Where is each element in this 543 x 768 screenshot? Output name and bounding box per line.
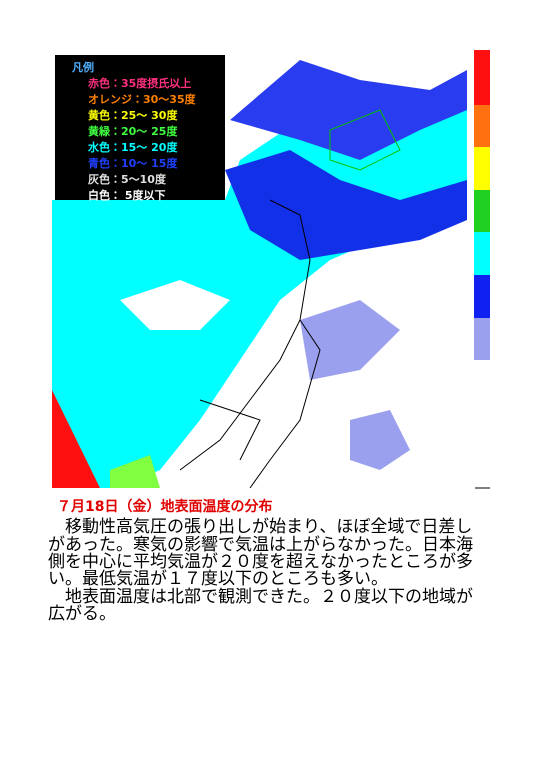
legend: 凡例 赤色：35度摂氏以上 オレンジ：30～35度 黄色：25～ 30度 黄緑：… <box>72 60 197 202</box>
legend-item: 赤色：35度摂氏以上 <box>87 76 191 90</box>
legend-title: 凡例 <box>72 60 94 74</box>
text-line: 移動性高気圧の張り出しが始まり、ほぼ全域で日差し <box>48 517 472 537</box>
text-line: 地表面温度は北部で観測できた。２０度以下の地域が <box>48 587 473 607</box>
text-line: い。最低気温が１７度以下のところも多い。 <box>48 569 388 589</box>
legend-item: 白色： 5度以下 <box>88 188 165 202</box>
legend-item: 青色：10～ 15度 <box>88 156 178 170</box>
article-body: 移動性高気圧の張り出しが始まり、ほぼ全域で日差し があった。寒気の影響で気温は上… <box>48 517 473 624</box>
article-title: ７月18日（金）地表面温度の分布 <box>57 498 272 515</box>
text-line: 広がる。 <box>48 604 116 624</box>
color-scale <box>474 50 490 489</box>
legend-item: 黄緑：20～ 25度 <box>88 124 178 138</box>
satellite-map <box>52 50 467 489</box>
legend-item: 黄色：25～ 30度 <box>88 108 178 122</box>
text-line: があった。寒気の影響で気温は上がらなかった。日本海 <box>48 535 473 555</box>
legend-item: 灰色：5～10度 <box>88 172 167 186</box>
legend-item: オレンジ：30～35度 <box>88 92 197 106</box>
legend-item: 水色：15～ 20度 <box>87 140 178 154</box>
text-line: 側を中心に平均気温が２０度を超えなかったところが多 <box>48 552 473 572</box>
